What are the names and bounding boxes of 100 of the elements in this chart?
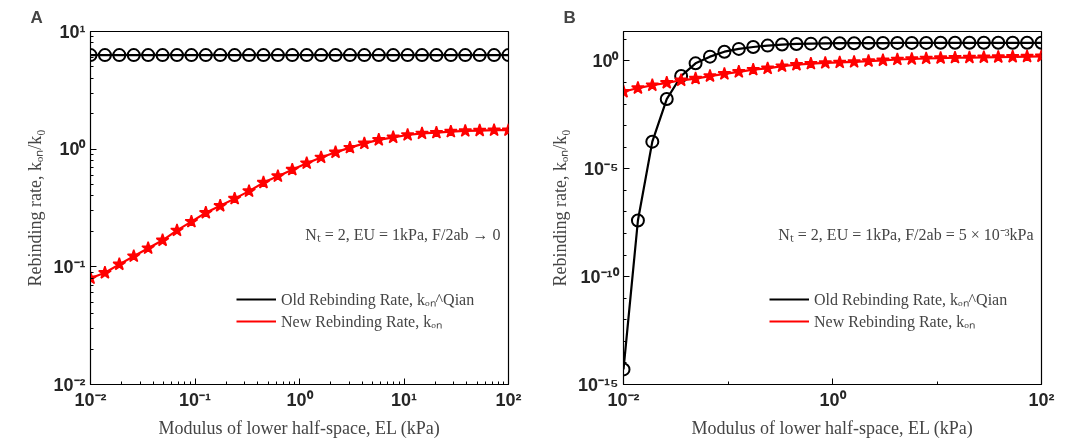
- point: [847, 36, 862, 51]
- point: [141, 240, 156, 255]
- point: [890, 52, 905, 66]
- y-axis-title: Rebinding rate, kₒₙ/k₀: [25, 129, 46, 287]
- point: [803, 56, 818, 70]
- point: [198, 48, 213, 63]
- x-axis-title: Modulus of lower half-space, EL (kPa): [158, 417, 440, 439]
- legend-label: New Rebinding Rate, kₒₙ: [814, 312, 975, 332]
- point: [141, 48, 156, 63]
- point: [933, 35, 948, 50]
- point: [170, 223, 184, 237]
- y-tick-label: 10⁻¹: [53, 256, 86, 277]
- point: [890, 35, 905, 50]
- point: [213, 198, 228, 212]
- point: [775, 58, 789, 73]
- legend-label: Old Rebinding Rate, kₒₙ^Qian: [814, 290, 1008, 310]
- y-tick-label: 10⁻⁵: [584, 158, 619, 179]
- point: [962, 50, 977, 64]
- point: [371, 132, 386, 146]
- point: [343, 140, 357, 154]
- point: [760, 38, 775, 53]
- point: [688, 71, 703, 85]
- point: [933, 50, 948, 65]
- annotation: Nₜ = 2, EU = 1kPa, F/2ab → 0: [305, 226, 501, 244]
- point: [832, 36, 847, 51]
- point: [112, 48, 127, 63]
- point: [256, 48, 271, 63]
- point: [674, 73, 689, 87]
- point: [169, 48, 184, 63]
- x-tick-label: 10⁻¹: [178, 389, 212, 410]
- point: [270, 48, 285, 63]
- point: [97, 265, 112, 279]
- y-tick-label: 10¹: [59, 21, 86, 42]
- point: [919, 51, 934, 65]
- point: [126, 249, 141, 263]
- point: [472, 123, 487, 137]
- point: [415, 126, 429, 140]
- point: [400, 48, 415, 63]
- chart-title: A: [30, 7, 43, 27]
- point: [861, 36, 876, 51]
- x-tick-label: 10²: [1028, 389, 1055, 410]
- point: [659, 75, 674, 89]
- point: [242, 183, 256, 198]
- point: [256, 175, 271, 189]
- point: [991, 49, 1006, 64]
- point: [227, 48, 242, 63]
- point: [688, 56, 703, 71]
- point: [760, 61, 775, 75]
- point: [731, 41, 746, 56]
- point: [328, 145, 343, 159]
- point: [429, 48, 444, 63]
- point: [487, 48, 502, 63]
- point: [717, 44, 732, 59]
- point: [948, 50, 962, 64]
- point: [674, 68, 689, 83]
- point: [386, 130, 401, 144]
- point: [299, 155, 314, 170]
- legend-label: Old Rebinding Rate, kₒₙ^Qian: [281, 290, 475, 310]
- point: [285, 162, 300, 176]
- point: [775, 37, 790, 52]
- point: [976, 35, 991, 50]
- point: [357, 48, 372, 63]
- point: [213, 48, 228, 63]
- point: [299, 48, 314, 63]
- point: [991, 35, 1006, 50]
- point: [371, 48, 386, 63]
- y-axis-title: Rebinding rate, kₒₙ/k₀: [550, 129, 571, 287]
- annotation: Nₜ = 2, EU = 1kPa, F/2ab = 5 × 10⁻³kPa: [778, 226, 1034, 244]
- point: [976, 50, 991, 64]
- x-tick-label: 10⁻²: [607, 389, 640, 410]
- chart-title: B: [563, 7, 576, 27]
- point: [328, 48, 343, 63]
- point: [746, 40, 761, 54]
- x-tick-label: 10²: [495, 389, 522, 410]
- point: [314, 48, 329, 63]
- point: [155, 233, 170, 247]
- point: [155, 48, 170, 63]
- legend-label: New Rebinding Rate, kₒₙ: [281, 312, 442, 332]
- point: [904, 35, 919, 50]
- point: [746, 62, 761, 76]
- point: [861, 53, 876, 68]
- point: [630, 80, 645, 95]
- point: [198, 205, 213, 219]
- point: [487, 122, 502, 137]
- point: [1005, 49, 1020, 63]
- x-axis-title: Modulus of lower half-space, EL (kPa): [691, 417, 973, 439]
- point: [443, 124, 458, 138]
- point: [314, 150, 329, 164]
- point: [1020, 35, 1035, 50]
- point: [242, 48, 257, 63]
- point: [227, 191, 242, 205]
- x-tick-label: 10⁰: [286, 389, 314, 410]
- point: [818, 36, 833, 51]
- point: [458, 48, 473, 63]
- point: [832, 55, 847, 69]
- point: [948, 35, 963, 50]
- point: [97, 48, 112, 63]
- point: [357, 136, 372, 150]
- point: [184, 214, 199, 228]
- point: [789, 36, 804, 51]
